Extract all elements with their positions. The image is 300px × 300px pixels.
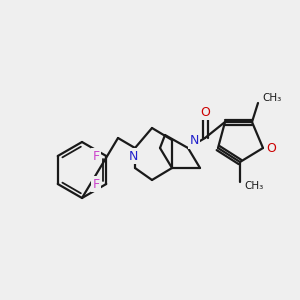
- Text: N: N: [128, 149, 138, 163]
- Text: F: F: [93, 178, 100, 190]
- Text: O: O: [266, 142, 276, 154]
- Text: CH₃: CH₃: [262, 93, 281, 103]
- Text: CH₃: CH₃: [244, 181, 263, 191]
- Text: O: O: [200, 106, 210, 118]
- Text: F: F: [93, 149, 100, 163]
- Text: N: N: [189, 134, 199, 148]
